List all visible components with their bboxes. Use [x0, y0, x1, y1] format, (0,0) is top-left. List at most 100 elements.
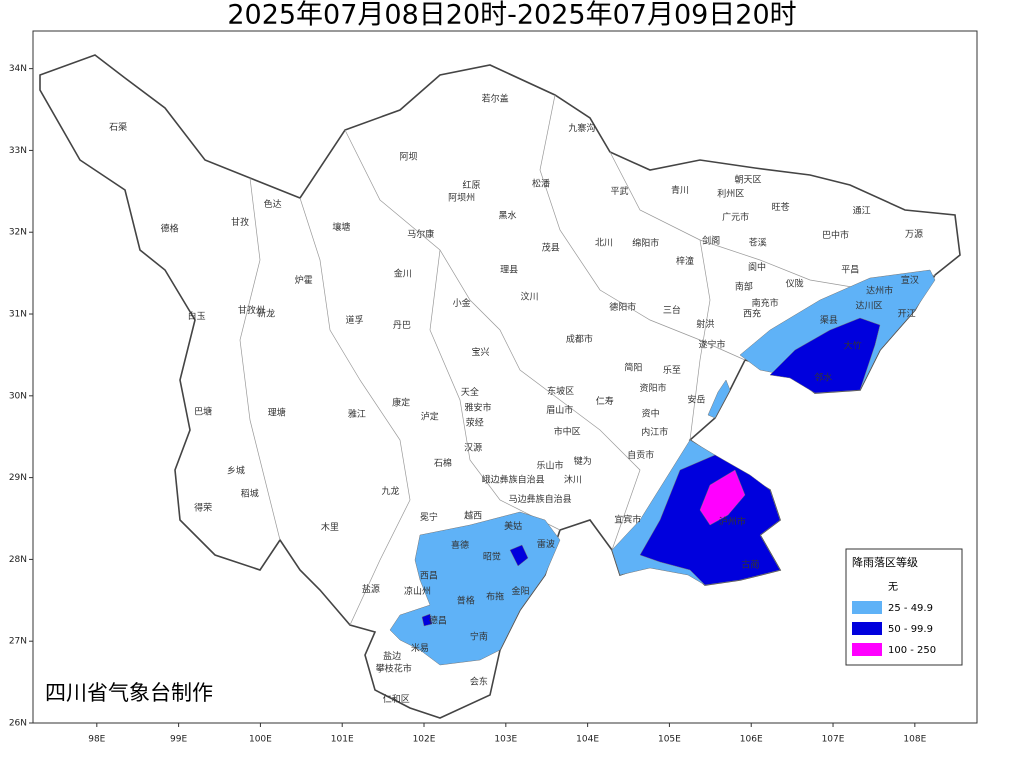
place-label: 汶川	[521, 290, 539, 302]
legend-title: 降雨落区等级	[852, 555, 918, 569]
y-tick-label: 31N	[9, 310, 27, 320]
place-label: 南充市	[752, 297, 779, 309]
place-label: 巴塘	[194, 406, 212, 418]
place-label: 泸定	[421, 411, 439, 423]
legend-label: 25 - 49.9	[888, 603, 933, 614]
place-label: 雅江	[348, 408, 366, 420]
place-label: 新龙	[257, 308, 275, 320]
x-tick-label: 101E	[331, 735, 354, 745]
place-label: 资阳市	[640, 382, 667, 394]
place-label: 阿坝州	[448, 192, 475, 203]
place-label: 雅安市	[464, 402, 491, 414]
place-label: 市中区	[554, 425, 581, 437]
place-label: 攀枝花市	[376, 663, 412, 675]
place-label: 宣汉	[901, 274, 919, 286]
rain-area	[699, 469, 746, 526]
place-label: 炉霍	[295, 274, 313, 286]
place-label: 仁寿	[596, 395, 614, 407]
place-label: 朝天区	[734, 174, 761, 185]
place-label: 安岳	[687, 393, 705, 405]
place-label: 荥经	[466, 416, 484, 428]
place-label: 古蔺	[741, 559, 759, 571]
place-label: 黑水	[498, 209, 516, 221]
legend-label: 无	[888, 582, 898, 593]
place-label: 仪陇	[786, 277, 804, 289]
y-tick-label: 30N	[9, 391, 27, 401]
x-tick-label: 103E	[494, 735, 517, 745]
place-label: 乐至	[663, 364, 681, 376]
place-label: 乡城	[227, 466, 245, 477]
place-label: 平昌	[841, 264, 859, 275]
place-label: 盐边	[383, 650, 401, 662]
place-label: 巴中市	[822, 229, 849, 241]
place-label: 九寨沟	[568, 122, 595, 134]
place-label: 冕宁	[420, 511, 438, 523]
rain-areas	[389, 269, 936, 666]
place-label: 若尔盖	[482, 92, 509, 104]
place-label: 平武	[611, 185, 629, 197]
y-tick-label: 32N	[9, 228, 27, 238]
x-tick-label: 106E	[740, 735, 763, 745]
place-label: 射洪	[696, 318, 714, 330]
place-label: 木里	[321, 521, 339, 533]
place-label: 达川区	[856, 299, 883, 311]
place-label: 凉山州	[404, 585, 431, 597]
place-label: 东坡区	[547, 385, 574, 397]
place-label: 西昌	[420, 570, 438, 581]
place-label: 内江市	[641, 426, 668, 438]
place-label: 西充	[743, 308, 761, 320]
x-tick-label: 105E	[658, 735, 681, 745]
place-label: 甘孜	[231, 216, 249, 228]
place-label: 小金	[453, 297, 471, 309]
place-label: 开江	[898, 309, 916, 320]
legend: 降雨落区等级 无 25 - 49.9 50 - 99.9 100 - 250	[845, 548, 963, 666]
y-tick-label: 27N	[9, 637, 27, 647]
x-tick-label: 107E	[822, 735, 845, 745]
place-label: 青川	[671, 184, 689, 196]
y-tick-label: 33N	[9, 146, 27, 156]
place-label: 雷波	[537, 538, 555, 550]
place-label: 石棉	[434, 457, 452, 469]
legend-swatch	[852, 643, 882, 656]
place-label: 越西	[464, 510, 482, 522]
place-label: 康定	[392, 397, 410, 409]
place-label: 北川	[595, 237, 613, 248]
place-label: 遂宁市	[698, 339, 725, 351]
place-label: 阆中	[748, 261, 766, 273]
place-label: 宝兴	[471, 346, 489, 358]
axes: 98E 99E 100E 101E 102E 103E 104E 105E 106E 107E 10…	[9, 64, 927, 744]
x-tick-label: 98E	[88, 735, 105, 745]
place-label: 三台	[663, 304, 681, 316]
rain-area	[509, 544, 529, 567]
place-label: 苍溪	[749, 236, 767, 248]
place-label: 眉山市	[546, 404, 573, 416]
x-tick-label: 100E	[249, 735, 272, 745]
place-label: 剑阁	[702, 235, 720, 247]
place-label: 沐川	[564, 474, 582, 486]
place-label: 金阳	[512, 585, 530, 597]
rain-area	[769, 317, 881, 394]
legend-swatch	[852, 601, 882, 614]
place-label: 色达	[264, 198, 282, 210]
credit: 四川省气象台制作	[45, 681, 213, 705]
place-label: 资中	[642, 407, 660, 419]
place-label: 邻水	[814, 371, 832, 383]
place-label: 理塘	[268, 406, 286, 418]
place-label: 自贡市	[627, 449, 654, 461]
legend-label: 50 - 99.9	[888, 624, 933, 635]
place-label: 理县	[500, 264, 518, 275]
map-title: 2025年07月08日20时-2025年07月09日20时	[227, 0, 796, 31]
place-label: 德昌	[429, 614, 447, 626]
place-label: 金川	[394, 267, 412, 279]
x-tick-label: 108E	[903, 735, 926, 745]
place-label: 丹巴	[393, 320, 411, 331]
x-tick-label: 104E	[576, 735, 599, 745]
place-label: 九龙	[381, 485, 399, 497]
place-label: 南部	[735, 281, 753, 293]
place-label: 松潘	[532, 177, 550, 189]
rain-area	[421, 613, 433, 627]
place-label: 红原	[462, 179, 480, 191]
place-label: 乐山市	[536, 460, 563, 472]
